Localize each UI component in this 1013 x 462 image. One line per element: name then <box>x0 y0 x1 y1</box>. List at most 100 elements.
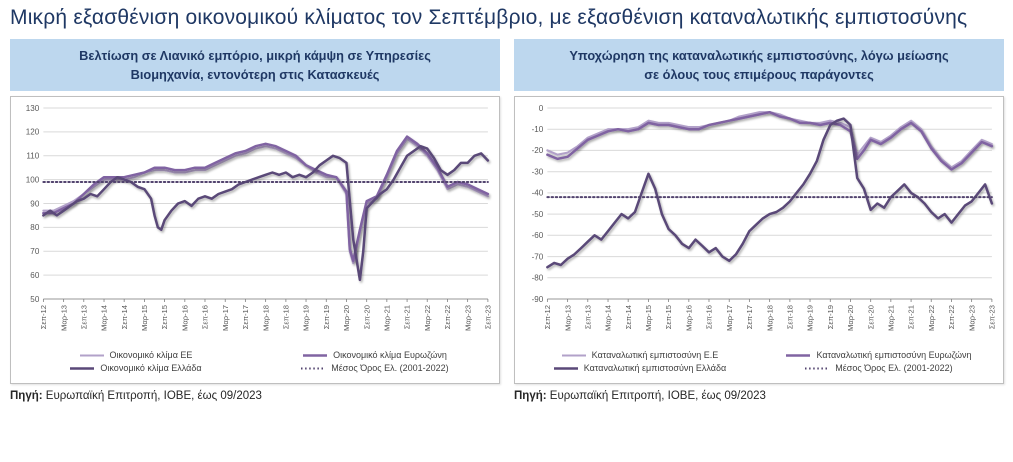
page: Μικρή εξασθένιση οικονομικού κλίματος το… <box>10 6 1004 402</box>
svg-text:Σεπ-13: Σεπ-13 <box>79 305 88 329</box>
svg-text:Μαρ-21: Μαρ-21 <box>886 305 895 331</box>
legend-label: Οικονομικό κλίμα Ελλάδα <box>100 363 202 374</box>
svg-text:120: 120 <box>26 128 40 137</box>
svg-text:Μαρ-18: Μαρ-18 <box>261 305 270 331</box>
svg-text:-40: -40 <box>532 189 544 198</box>
svg-text:Μαρ-23: Μαρ-23 <box>967 305 976 331</box>
svg-text:90: 90 <box>30 200 40 209</box>
legend-swatch-line <box>303 354 328 357</box>
panel-consumer-confidence: Υποχώρηση της καταναλωτικής εμπιστοσύνης… <box>514 38 1004 402</box>
svg-text:Μαρ-15: Μαρ-15 <box>644 305 653 331</box>
svg-text:Μαρ-16: Μαρ-16 <box>684 305 693 331</box>
svg-text:-50: -50 <box>532 210 544 219</box>
svg-text:Μαρ-13: Μαρ-13 <box>563 305 572 331</box>
legend-swatch-line <box>561 354 586 357</box>
svg-text:Μαρ-14: Μαρ-14 <box>604 305 613 332</box>
header-line: Υποχώρηση της καταναλωτικής εμπιστοσύνης… <box>569 47 949 63</box>
legend-label: Καταναλωτική εμπιστοσύνη Ευρωζώνη <box>816 350 972 361</box>
legend-item: Καταναλωτική εμπιστοσύνη Ε.Ε <box>521 350 758 360</box>
svg-text:-90: -90 <box>532 295 544 304</box>
svg-text:Σεπ-20: Σεπ-20 <box>362 305 371 329</box>
header-line: Βελτίωση σε Λιανικό εμπόριο, μικρή κάμψη… <box>79 47 431 63</box>
source-text: Ευρωπαϊκή Επιτροπή, ΙΟΒΕ, έως 09/2023 <box>549 390 766 403</box>
legend-label: Μέσος Όρος Ελ. (2001-2022) <box>331 363 449 374</box>
svg-text:Σεπ-12: Σεπ-12 <box>543 305 552 329</box>
legend-label: Οικονομικό κλίμα ΕΕ <box>109 350 193 361</box>
legend-label: Μέσος Όρος Ελ. (2001-2022) <box>835 363 953 374</box>
svg-text:Σεπ-14: Σεπ-14 <box>624 305 633 330</box>
legend-item: Μέσος Όρος Ελ. (2001-2022) <box>760 363 997 373</box>
svg-text:100: 100 <box>26 176 40 185</box>
svg-text:Μαρ-17: Μαρ-17 <box>221 305 230 331</box>
svg-text:-20: -20 <box>532 146 544 155</box>
svg-text:Σεπ-16: Σεπ-16 <box>705 305 714 329</box>
legend-swatch-line <box>70 367 95 370</box>
svg-text:Σεπ-16: Σεπ-16 <box>201 305 210 329</box>
source-label: Πηγή: <box>514 390 547 403</box>
consumer-confidence-header: Υποχώρηση της καταναλωτικής εμπιστοσύνης… <box>514 38 1004 92</box>
svg-text:-30: -30 <box>532 168 544 177</box>
svg-text:Μαρ-17: Μαρ-17 <box>725 305 734 331</box>
svg-text:Σεπ-14: Σεπ-14 <box>120 305 129 330</box>
legend-label: Καταναλωτική εμπιστοσύνη Ελλάδα <box>583 363 727 374</box>
svg-text:Σεπ-18: Σεπ-18 <box>281 305 290 329</box>
page-title: Μικρή εξασθένιση οικονομικού κλίματος το… <box>10 6 968 29</box>
svg-text:Μαρ-13: Μαρ-13 <box>59 305 68 331</box>
svg-text:-60: -60 <box>532 231 544 240</box>
svg-text:Μαρ-16: Μαρ-16 <box>180 305 189 331</box>
svg-text:Σεπ-21: Σεπ-21 <box>403 305 412 329</box>
legend-item: Καταναλωτική εμπιστοσύνη Ευρωζώνη <box>760 350 997 360</box>
svg-text:Μαρ-20: Μαρ-20 <box>846 305 855 331</box>
consumer-confidence-chart-box: 0 -10 -20 -30 -40 -50 -60 -70 -80 -90 Σεπ-12 Μαρ-13… <box>514 96 1004 385</box>
header-line: Βιομηχανία, εντονότερη στις Κατασκευές <box>130 67 380 83</box>
svg-text:Σεπ-18: Σεπ-18 <box>785 305 794 329</box>
svg-text:0: 0 <box>539 104 544 113</box>
legend-swatch-line <box>553 367 578 370</box>
panel-economic-climate: Βελτίωση σε Λιανικό εμπόριο, μικρή κάμψη… <box>10 38 500 402</box>
economic-climate-legend: Οικονομικό κλίμα ΕΕ Οικονομικό κλίμα Ευρω… <box>13 349 497 379</box>
svg-text:Σεπ-12: Σεπ-12 <box>39 305 48 329</box>
source-note: Πηγή: Ευρωπαϊκή Επιτροπή, ΙΟΒΕ, έως 09/2… <box>514 390 1004 402</box>
consumer-confidence-legend: Καταναλωτική εμπιστοσύνη Ε.Ε Καταναλωτική… <box>517 349 1001 379</box>
svg-text:60: 60 <box>30 271 40 280</box>
source-label: Πηγή: <box>10 390 43 403</box>
source-text: Ευρωπαϊκή Επιτροπή, ΙΟΒΕ, έως 09/2023 <box>45 390 262 403</box>
svg-text:130: 130 <box>26 104 40 113</box>
svg-text:Σεπ-15: Σεπ-15 <box>664 305 673 329</box>
svg-text:-70: -70 <box>532 253 544 262</box>
legend-swatch-line <box>79 354 104 357</box>
svg-text:Σεπ-22: Σεπ-22 <box>443 305 452 329</box>
header-line: σε όλους τους επιμέρους παράγοντες <box>644 67 874 83</box>
legend-swatch-line <box>301 367 326 370</box>
svg-text:50: 50 <box>30 295 40 304</box>
svg-text:Σεπ-22: Σεπ-22 <box>947 305 956 329</box>
legend-label: Καταναλωτική εμπιστοσύνη Ε.Ε <box>591 350 719 361</box>
svg-text:Μαρ-14: Μαρ-14 <box>100 305 109 332</box>
economic-climate-header: Βελτίωση σε Λιανικό εμπόριο, μικρή κάμψη… <box>10 38 500 92</box>
panels-row: Βελτίωση σε Λιανικό εμπόριο, μικρή κάμψη… <box>10 38 1004 402</box>
legend-item: Οικονομικό κλίμα Ελλάδα <box>17 363 254 373</box>
svg-text:Μαρ-22: Μαρ-22 <box>423 305 432 331</box>
svg-text:Μαρ-18: Μαρ-18 <box>765 305 774 331</box>
svg-text:Μαρ-22: Μαρ-22 <box>927 305 936 331</box>
legend-swatch-line <box>786 354 811 357</box>
svg-text:Μαρ-19: Μαρ-19 <box>806 305 815 331</box>
legend-item: Μέσος Όρος Ελ. (2001-2022) <box>256 363 493 373</box>
svg-text:Σεπ-17: Σεπ-17 <box>745 305 754 329</box>
svg-text:Σεπ-13: Σεπ-13 <box>583 305 592 329</box>
svg-text:-10: -10 <box>532 125 544 134</box>
svg-text:-80: -80 <box>532 274 544 283</box>
svg-text:110: 110 <box>26 152 39 161</box>
svg-text:Μαρ-23: Μαρ-23 <box>463 305 472 331</box>
svg-text:80: 80 <box>30 223 40 232</box>
legend-item: Καταναλωτική εμπιστοσύνη Ελλάδα <box>521 363 758 373</box>
legend-swatch-line <box>805 367 830 370</box>
svg-text:Μαρ-15: Μαρ-15 <box>140 305 149 331</box>
svg-text:Σεπ-20: Σεπ-20 <box>866 305 875 329</box>
svg-text:Σεπ-17: Σεπ-17 <box>241 305 250 329</box>
svg-text:Σεπ-23: Σεπ-23 <box>483 305 492 329</box>
svg-text:Σεπ-15: Σεπ-15 <box>160 305 169 329</box>
source-note: Πηγή: Ευρωπαϊκή Επιτροπή, ΙΟΒΕ, έως 09/2… <box>10 390 500 402</box>
svg-text:70: 70 <box>30 247 40 256</box>
